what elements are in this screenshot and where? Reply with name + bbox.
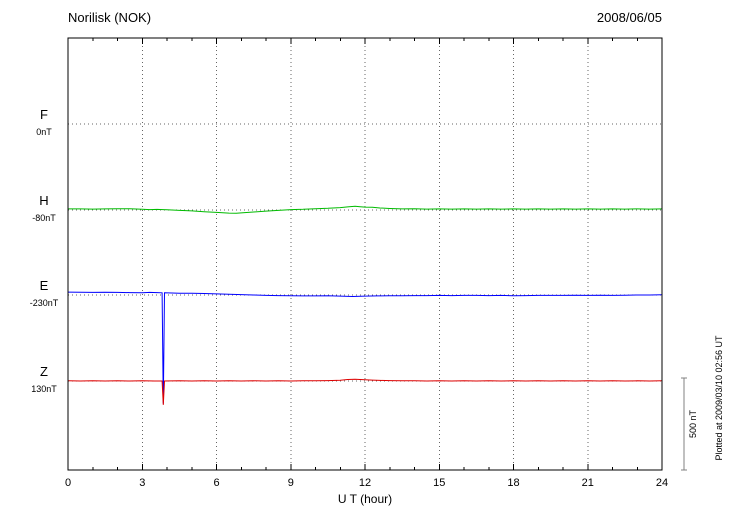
x-tick-label-9: 9 [288, 477, 294, 489]
component-label-F: F [40, 107, 48, 122]
x-tick-label-18: 18 [507, 477, 519, 489]
traces [67, 205, 663, 405]
plot-date: 2008/06/05 [597, 10, 662, 25]
component-baseline-value-H: -80nT [32, 213, 56, 223]
trace-Z [67, 378, 663, 405]
x-axis-label: U T (hour) [338, 492, 392, 506]
axis-ticks [67, 38, 663, 470]
x-tick-label-6: 6 [213, 477, 219, 489]
x-tick-label-0: 0 [65, 477, 71, 489]
station-title: Norilisk (NOK) [68, 10, 151, 25]
plotted-at-note: Plotted at 2009/03/10 02:56 UT [714, 335, 724, 461]
x-tick-label-12: 12 [359, 477, 371, 489]
trace-E [67, 291, 663, 404]
x-tick-label-3: 3 [139, 477, 145, 489]
component-baseline-value-Z: 130nT [31, 384, 57, 394]
component-labels: F 0nT H -80nT E -230nT Z 130nT [30, 107, 59, 394]
x-tick-label-24: 24 [656, 477, 668, 489]
component-baseline-value-F: 0nT [36, 127, 52, 137]
x-tick-labels: 0 3 6 9 12 15 18 21 24 [65, 477, 668, 489]
component-label-E: E [40, 278, 49, 293]
component-label-Z: Z [40, 364, 48, 379]
component-label-H: H [39, 193, 48, 208]
x-tick-label-15: 15 [433, 477, 445, 489]
scale-bar: 500 nT [681, 377, 698, 471]
grid-lines [68, 38, 662, 470]
trace-H [68, 205, 663, 214]
x-tick-label-21: 21 [582, 477, 594, 489]
component-baseline-value-E: -230nT [30, 298, 59, 308]
scale-bar-label: 500 nT [688, 409, 698, 438]
